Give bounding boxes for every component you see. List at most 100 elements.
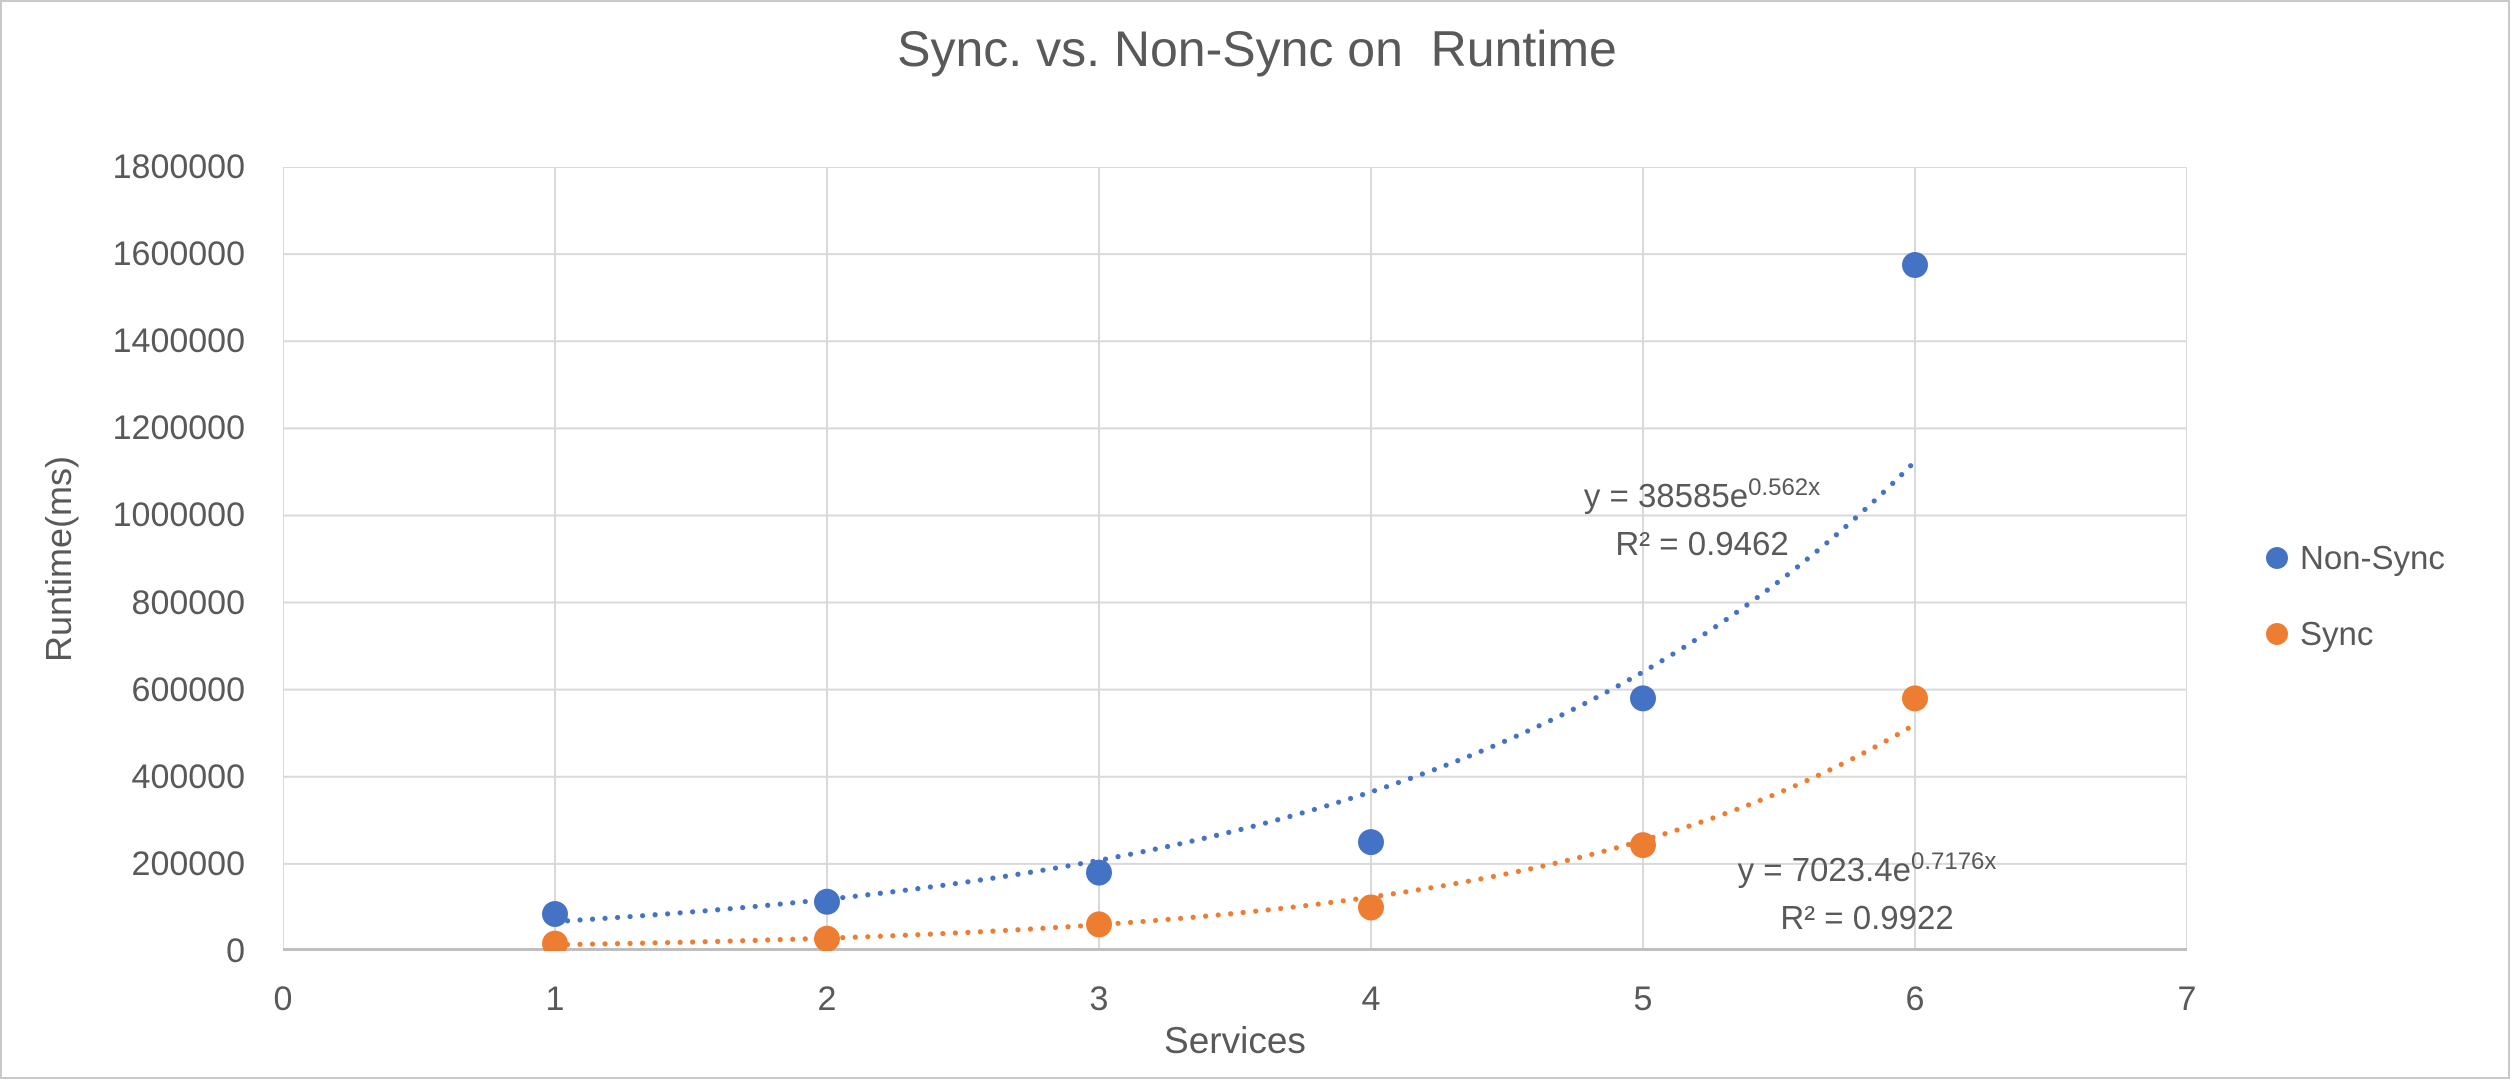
trendline-dot-non-sync — [1359, 792, 1366, 798]
trendline-dot-sync — [602, 941, 608, 947]
trendline-dot-sync — [1734, 806, 1740, 812]
trendline-dot-sync — [790, 936, 796, 942]
trendline-dot-non-sync — [1419, 771, 1426, 777]
trendline-dot-sync — [1792, 783, 1798, 789]
data-point-non-sync[interactable] — [1086, 859, 1112, 886]
trendline-dot-sync — [639, 940, 646, 946]
trendline-dot-non-sync — [1275, 817, 1281, 823]
trendline-dot-non-sync — [1115, 854, 1121, 860]
trendline-dot-sync — [1515, 868, 1522, 874]
trendline-dot-non-sync — [715, 907, 721, 913]
trendline-dot-non-sync — [877, 890, 883, 896]
trendline-dot-non-sync — [1443, 762, 1449, 768]
y-tick-label: 1800000 — [112, 148, 245, 186]
trendline-dot-non-sync — [639, 913, 646, 919]
trendline-dot-sync — [877, 933, 883, 939]
trendline-dot-non-sync — [1670, 651, 1676, 657]
data-point-sync[interactable] — [1358, 894, 1384, 921]
y-tick-label: 800000 — [131, 583, 245, 622]
trendline-dot-sync — [1625, 841, 1632, 848]
trendline-dot-sync — [1838, 761, 1844, 767]
x-tick-label: 3 — [1089, 980, 1109, 1018]
trendline-dot-sync — [1040, 925, 1046, 931]
trendline-dot-sync — [1827, 767, 1833, 773]
trendline-dot-non-sync — [727, 906, 733, 912]
trendline-dot-non-sync — [1226, 829, 1232, 835]
trendline-dot-sync — [1745, 802, 1752, 808]
trendline-r-squared: R² = 0.9922 — [1780, 899, 1954, 936]
trendline-dot-sync — [1686, 823, 1692, 829]
trendline-dot-sync — [1328, 899, 1334, 906]
x-axis-title: Services — [1164, 1020, 1306, 1061]
trendline-dot-sync — [740, 938, 746, 944]
trendline-equation-sync: y = 7023.4e0.7176x R² = 0.9922 — [1667, 838, 2067, 942]
trendline-dot-non-sync — [990, 875, 996, 881]
trendline-dot-sync — [1861, 750, 1867, 756]
trendline-dot-non-sync — [1177, 841, 1183, 847]
trendline-dot-sync — [1002, 927, 1009, 934]
y-tick-label: 0 — [226, 932, 245, 970]
trendline-dot-non-sync — [1466, 753, 1473, 759]
trendline-dot-non-sync — [790, 900, 796, 906]
data-point-non-sync[interactable] — [542, 900, 568, 927]
legend-item-non-sync[interactable]: Non-Sync — [2266, 539, 2445, 576]
trendline-dot-non-sync — [1152, 846, 1158, 852]
trendline-dot-non-sync — [902, 887, 908, 893]
trendline-dot-non-sync — [1880, 489, 1887, 495]
data-point-non-sync[interactable] — [1358, 829, 1384, 856]
y-tick-label: 200000 — [131, 844, 245, 883]
data-point-sync[interactable] — [542, 930, 568, 951]
trendline-dot-sync — [1127, 919, 1134, 925]
y-tick-label: 400000 — [131, 757, 245, 796]
trendline-dot-sync — [1490, 873, 1496, 880]
trendline-dot-sync — [1601, 848, 1607, 854]
trendline-dot-sync — [927, 931, 933, 937]
trendline-dot-sync — [952, 930, 958, 936]
data-point-sync[interactable] — [1630, 832, 1656, 859]
trendline-dot-non-sync — [1764, 587, 1770, 593]
data-point-non-sync[interactable] — [1902, 252, 1928, 278]
trendline-dot-non-sync — [1040, 867, 1046, 873]
trendline-equation-line: y = 7023.4e0.7176x — [1737, 848, 1997, 888]
trendline-dot-sync — [1178, 915, 1184, 921]
data-point-sync[interactable] — [1086, 911, 1112, 938]
trendline-dot-non-sync — [1407, 775, 1414, 781]
data-point-non-sync[interactable] — [814, 888, 840, 915]
trendline-dot-sync — [1552, 860, 1558, 866]
data-point-sync[interactable] — [1902, 685, 1928, 712]
trendline-dot-non-sync — [1804, 556, 1810, 562]
trendline-dot-non-sync — [1615, 683, 1621, 689]
trendline-dot-sync — [1577, 854, 1583, 861]
trendline-dot-sync — [1027, 926, 1034, 932]
trendline-dot-non-sync — [1648, 664, 1654, 670]
legend-item-sync[interactable]: Sync — [2266, 615, 2445, 652]
trendline-dot-non-sync — [1455, 758, 1461, 764]
trendline-dot-non-sync — [1890, 480, 1896, 486]
trendline-dot-sync — [1290, 904, 1296, 910]
trendline-dot-non-sync — [1702, 631, 1708, 637]
trendline-dot-sync — [1065, 924, 1071, 930]
trendline-dot-sync — [1674, 827, 1680, 833]
trendline-dot-sync — [990, 928, 996, 934]
y-tick-label: 600000 — [131, 670, 245, 709]
trendline-dot-sync — [1815, 772, 1822, 778]
trendline-dot-non-sync — [840, 894, 846, 901]
trendline-dot-non-sync — [1713, 624, 1719, 630]
trendline-dot-sync — [702, 939, 708, 945]
trendline-dot-non-sync — [1371, 788, 1378, 794]
data-point-non-sync[interactable] — [1630, 685, 1656, 712]
trendline-r-squared: R² = 0.9462 — [1615, 525, 1789, 562]
trendline-dot-sync — [1353, 896, 1359, 902]
trendline-equation-non-sync: y = 38585e0.562x R² = 0.9462 — [1502, 464, 1902, 568]
trendline-dot-sync — [1378, 893, 1384, 899]
trendline-dot-sync — [1894, 732, 1900, 738]
x-tick-label: 2 — [817, 980, 837, 1018]
trendline-dot-sync — [1140, 918, 1146, 925]
trendline-dot-sync — [1215, 912, 1221, 918]
trendline-dot-non-sync — [652, 912, 658, 918]
trendline-dot-non-sync — [1395, 779, 1402, 786]
trendline-dot-non-sync — [977, 877, 984, 883]
trendline-dot-non-sync — [1723, 616, 1729, 623]
data-point-sync[interactable] — [814, 925, 840, 951]
trendline-dot-sync — [752, 937, 758, 943]
